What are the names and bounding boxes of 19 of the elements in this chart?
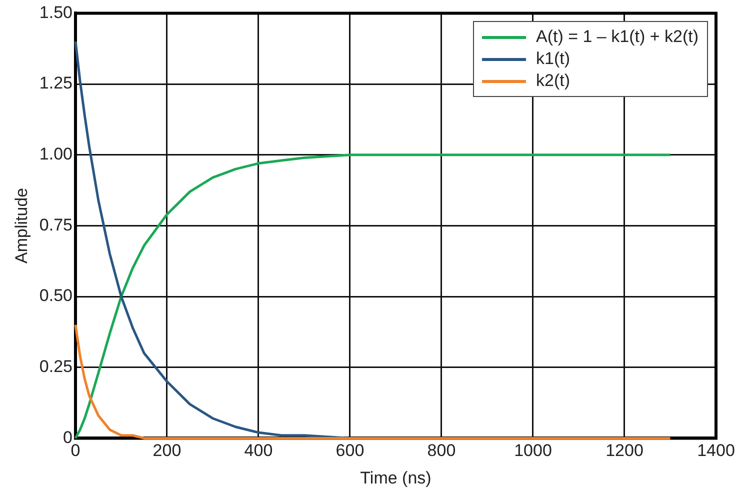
x-tick-label: 1200 — [606, 441, 644, 460]
y-tick-label: 1.25 — [39, 74, 72, 93]
y-tick-label: 1.50 — [39, 2, 72, 22]
legend-label: A(t) = 1 – k1(t) + k2(t) — [536, 27, 698, 48]
y-tick-label: 0.50 — [39, 286, 72, 306]
x-tick-label: 1400 — [697, 441, 735, 460]
legend-label: k1(t) — [536, 49, 570, 70]
legend-label: k2(t) — [536, 71, 570, 92]
y-tick-label: 0.25 — [39, 357, 72, 376]
y-tick-label: 0 — [63, 428, 72, 447]
x-tick-label: 600 — [336, 441, 364, 460]
y-tick-label: 0.75 — [39, 215, 72, 234]
y-axis-title: Amplitude — [12, 188, 31, 264]
x-tick-label: 400 — [244, 441, 273, 460]
x-axis-title: Time (ns) — [360, 468, 432, 488]
x-tick-label: 200 — [152, 441, 182, 460]
x-tick-label: 800 — [427, 441, 456, 460]
x-tick-label: 1000 — [514, 441, 552, 460]
y-tick-label: 1.00 — [39, 144, 72, 164]
